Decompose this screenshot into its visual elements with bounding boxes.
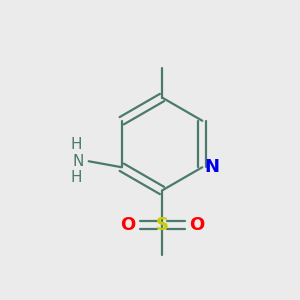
Text: O: O [120, 216, 135, 234]
Text: H: H [70, 137, 82, 152]
Text: N: N [73, 154, 84, 169]
Text: O: O [189, 216, 204, 234]
Text: N: N [205, 158, 220, 176]
Text: H: H [70, 170, 82, 185]
Text: S: S [155, 216, 169, 234]
